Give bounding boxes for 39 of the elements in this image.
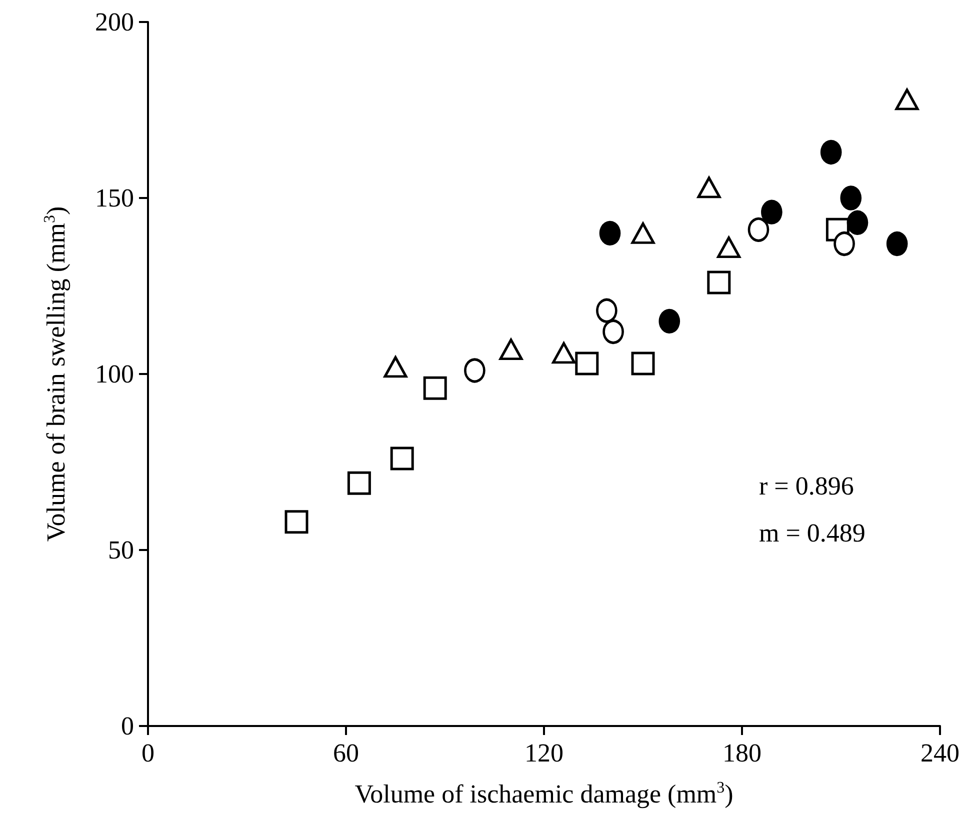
point [658, 308, 680, 334]
annotation: r = 0.896 [759, 472, 854, 500]
point [464, 358, 486, 383]
point [886, 232, 908, 256]
point [599, 220, 621, 246]
point [840, 186, 862, 210]
point [846, 210, 868, 235]
point [631, 352, 655, 376]
x-tick-label: 120 [524, 738, 564, 768]
point [748, 217, 770, 242]
y-tick-label: 50 [108, 536, 134, 564]
point [347, 471, 371, 495]
point [895, 88, 919, 110]
point [384, 356, 408, 378]
y-tick-label: 200 [95, 8, 134, 36]
y-tick-label: 100 [95, 360, 134, 388]
point [820, 140, 842, 164]
point [602, 320, 624, 344]
x-tick-label: 0 [142, 738, 154, 768]
point [390, 446, 414, 470]
x-tick-label: 240 [920, 738, 960, 768]
point [707, 270, 731, 294]
y-tick-label: 0 [121, 712, 134, 740]
y-tick-label: 150 [95, 184, 134, 212]
point [423, 376, 447, 400]
x-tick-label: 180 [722, 738, 762, 768]
point [697, 176, 721, 198]
point [596, 298, 618, 323]
point [575, 352, 599, 376]
point [760, 200, 782, 224]
point [284, 510, 308, 534]
y-axis-title: Volume of brain swelling (mm3) [42, 206, 70, 542]
point [834, 232, 856, 256]
point [631, 222, 655, 244]
point [552, 342, 576, 364]
annotation: m = 0.489 [759, 518, 866, 548]
point [717, 236, 741, 258]
point [499, 338, 523, 360]
x-tick-label: 60 [333, 738, 359, 768]
